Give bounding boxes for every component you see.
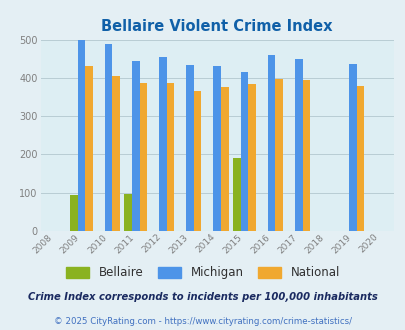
- Bar: [356, 86, 364, 231]
- Bar: [85, 66, 92, 231]
- Bar: [247, 84, 255, 231]
- Bar: [112, 76, 119, 231]
- Bar: [220, 87, 228, 231]
- Bar: [275, 80, 282, 231]
- Bar: [186, 65, 193, 231]
- Bar: [159, 57, 166, 231]
- Bar: [232, 158, 240, 231]
- Bar: [348, 64, 356, 231]
- Legend: Bellaire, Michigan, National: Bellaire, Michigan, National: [61, 262, 344, 284]
- Bar: [213, 66, 220, 231]
- Bar: [294, 59, 302, 231]
- Bar: [240, 72, 247, 231]
- Bar: [302, 80, 309, 231]
- Bar: [70, 195, 77, 231]
- Bar: [104, 44, 112, 231]
- Title: Bellaire Violent Crime Index: Bellaire Violent Crime Index: [101, 19, 332, 34]
- Bar: [124, 194, 132, 231]
- Text: © 2025 CityRating.com - https://www.cityrating.com/crime-statistics/: © 2025 CityRating.com - https://www.city…: [54, 317, 351, 326]
- Text: Crime Index corresponds to incidents per 100,000 inhabitants: Crime Index corresponds to incidents per…: [28, 292, 377, 302]
- Bar: [132, 61, 139, 231]
- Bar: [77, 40, 85, 231]
- Bar: [166, 83, 174, 231]
- Bar: [139, 83, 147, 231]
- Bar: [267, 54, 275, 231]
- Bar: [193, 90, 201, 231]
